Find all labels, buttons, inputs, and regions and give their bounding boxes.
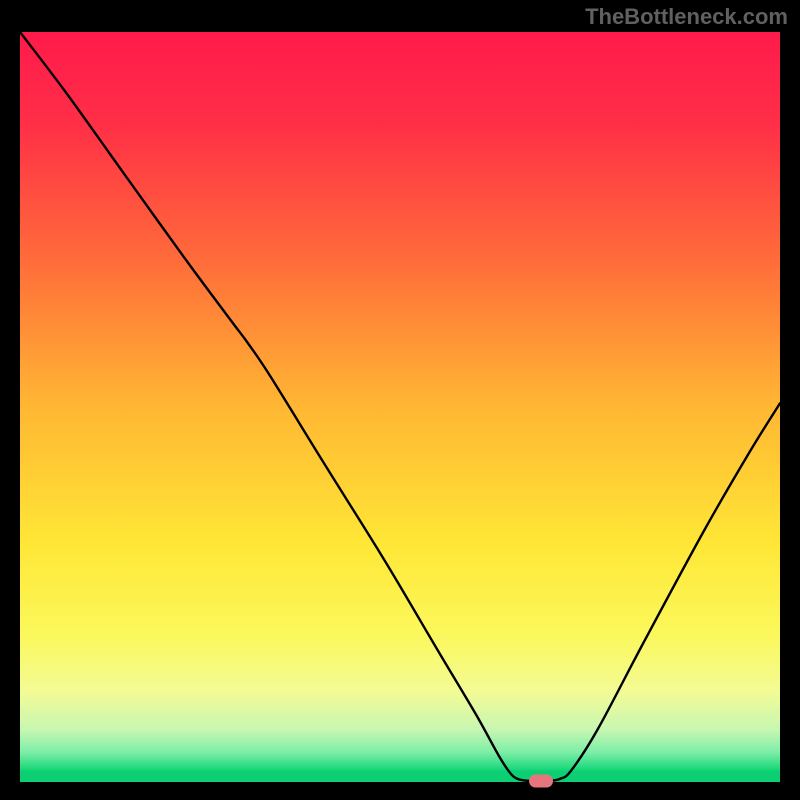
chart-frame: TheBottleneck.com: [0, 0, 800, 800]
watermark-text: TheBottleneck.com: [585, 4, 788, 30]
bottleneck-curve: [20, 32, 780, 781]
curve-layer: [20, 32, 780, 782]
optimum-marker: [529, 775, 553, 788]
plot-area: [20, 32, 780, 782]
